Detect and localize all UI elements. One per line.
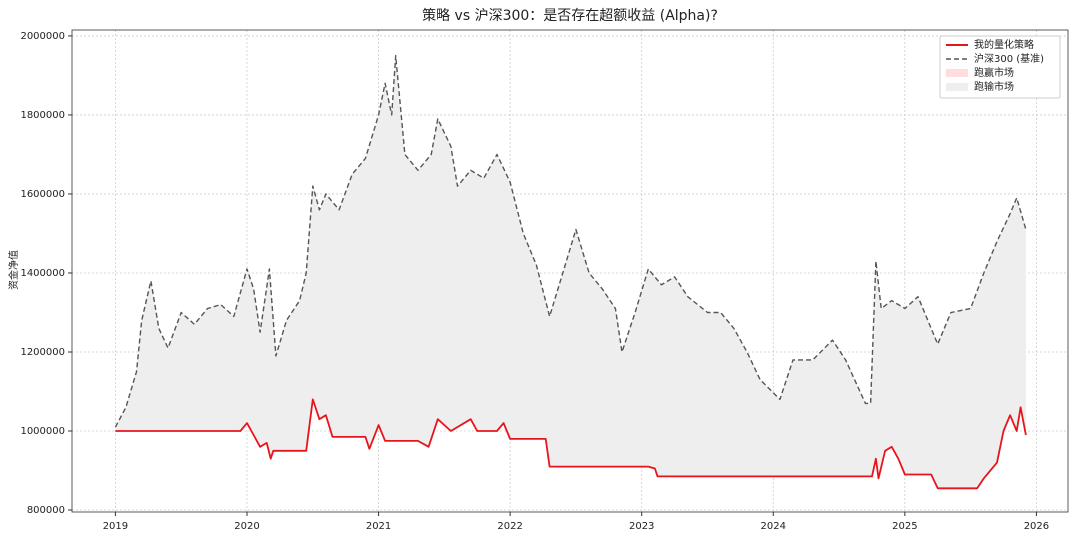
y-tick-label: 1600000: [20, 189, 65, 200]
legend-label: 跑输市场: [974, 80, 1014, 93]
x-tick-label: 2019: [103, 521, 128, 532]
y-tick-label: 1200000: [20, 347, 65, 358]
x-tick-label: 2023: [629, 521, 654, 532]
x-tick-label: 2020: [234, 521, 259, 532]
x-tick-label: 2026: [1024, 521, 1049, 532]
legend-label: 沪深300 (基准): [974, 52, 1044, 65]
x-tick-label: 2021: [366, 521, 391, 532]
underperform-area: [115, 55, 1026, 489]
series-line: [115, 398, 1027, 490]
y-axis-label: 资金净值: [7, 250, 20, 290]
y-tick-label: 2000000: [20, 31, 65, 42]
y-tick-label: 800000: [27, 505, 65, 516]
x-tick-label: 2022: [497, 521, 522, 532]
y-tick-label: 1000000: [20, 426, 65, 437]
legend-label: 跑赢市场: [974, 66, 1014, 79]
legend-box: [939, 35, 1061, 99]
chart-title: 策略 vs 沪深300：是否存在超额收益 (Alpha)?: [422, 7, 718, 24]
x-tick-label: 2025: [892, 521, 917, 532]
legend-swatch: [946, 83, 968, 91]
series-line: [114, 55, 1027, 428]
y-tick-label: 1800000: [20, 110, 65, 121]
legend-swatch: [946, 69, 968, 77]
x-tick-label: 2024: [761, 521, 786, 532]
y-tick-label: 1400000: [20, 268, 65, 279]
plot-frame: [71, 29, 1069, 513]
legend-label: 我的量化策略: [974, 38, 1034, 51]
